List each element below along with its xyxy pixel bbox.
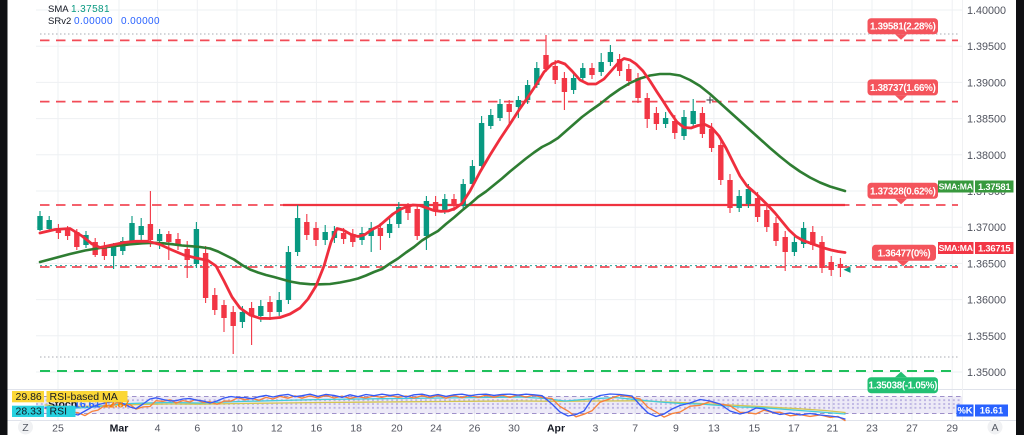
svg-text:1.37581: 1.37581 <box>71 4 110 15</box>
svg-text:0.00000: 0.00000 <box>74 16 113 27</box>
svg-text:0.00000: 0.00000 <box>121 16 160 27</box>
svg-text:29.86: 29.86 <box>16 391 42 403</box>
svg-text:10: 10 <box>231 423 243 435</box>
svg-text:13: 13 <box>708 423 720 435</box>
svg-text:%K: %K <box>957 405 972 416</box>
svg-text:16: 16 <box>311 423 323 435</box>
svg-text:16.61: 16.61 <box>980 405 1003 416</box>
svg-text:SMA:MA: SMA:MA <box>939 243 973 253</box>
svg-text:29: 29 <box>946 423 958 435</box>
svg-text:1.39500: 1.39500 <box>967 41 1006 53</box>
svg-text:6: 6 <box>194 423 200 435</box>
svg-text:9: 9 <box>673 423 679 435</box>
svg-text:21: 21 <box>827 423 839 435</box>
svg-text:SRv2: SRv2 <box>48 16 71 27</box>
svg-text:SMA: SMA <box>48 4 69 15</box>
svg-text:1.39581(2.28%): 1.39581(2.28%) <box>870 22 936 33</box>
svg-text:1.36500: 1.36500 <box>967 258 1006 270</box>
svg-text:1.39000: 1.39000 <box>967 77 1006 89</box>
svg-text:1.37000: 1.37000 <box>967 222 1006 234</box>
svg-text:20: 20 <box>391 423 403 435</box>
svg-text:23: 23 <box>866 423 878 435</box>
svg-text:1.36715: 1.36715 <box>978 242 1011 253</box>
svg-text:1.35000: 1.35000 <box>967 367 1006 379</box>
svg-text:1.38737(1.66%): 1.38737(1.66%) <box>870 83 936 94</box>
svg-text:1.35500: 1.35500 <box>967 331 1006 343</box>
svg-text:7: 7 <box>632 423 638 435</box>
svg-text:15: 15 <box>748 423 760 435</box>
svg-text:18: 18 <box>350 423 362 435</box>
svg-text:26: 26 <box>469 423 481 435</box>
svg-text:RSI: RSI <box>50 406 68 418</box>
svg-text:25: 25 <box>52 423 64 435</box>
svg-text:Z: Z <box>22 422 29 434</box>
svg-text:1.40000: 1.40000 <box>967 5 1006 17</box>
svg-text:1.36477(0%): 1.36477(0%) <box>878 248 931 259</box>
svg-text:24: 24 <box>430 423 442 435</box>
svg-text:27: 27 <box>906 423 918 435</box>
svg-text:1.36000: 1.36000 <box>967 295 1006 307</box>
svg-text:17: 17 <box>788 423 800 435</box>
svg-text:1.37581: 1.37581 <box>978 181 1011 192</box>
svg-text:RSI-based MA: RSI-based MA <box>50 391 118 403</box>
svg-text:30: 30 <box>508 423 520 435</box>
svg-text:3: 3 <box>592 423 598 435</box>
svg-text:Apr: Apr <box>547 423 565 435</box>
svg-text:12: 12 <box>271 423 283 435</box>
svg-text:4: 4 <box>155 423 161 435</box>
svg-text:1.35038(-1.05%): 1.35038(-1.05%) <box>869 381 938 392</box>
svg-text:Mar: Mar <box>110 423 129 435</box>
svg-text:1.38500: 1.38500 <box>967 114 1006 126</box>
svg-text:1.37328(0.62%): 1.37328(0.62%) <box>870 186 936 197</box>
svg-text:1.38000: 1.38000 <box>967 150 1006 162</box>
svg-text:SMA:MA: SMA:MA <box>939 182 973 192</box>
svg-text:A: A <box>991 422 998 434</box>
svg-text:28.33: 28.33 <box>16 406 42 418</box>
